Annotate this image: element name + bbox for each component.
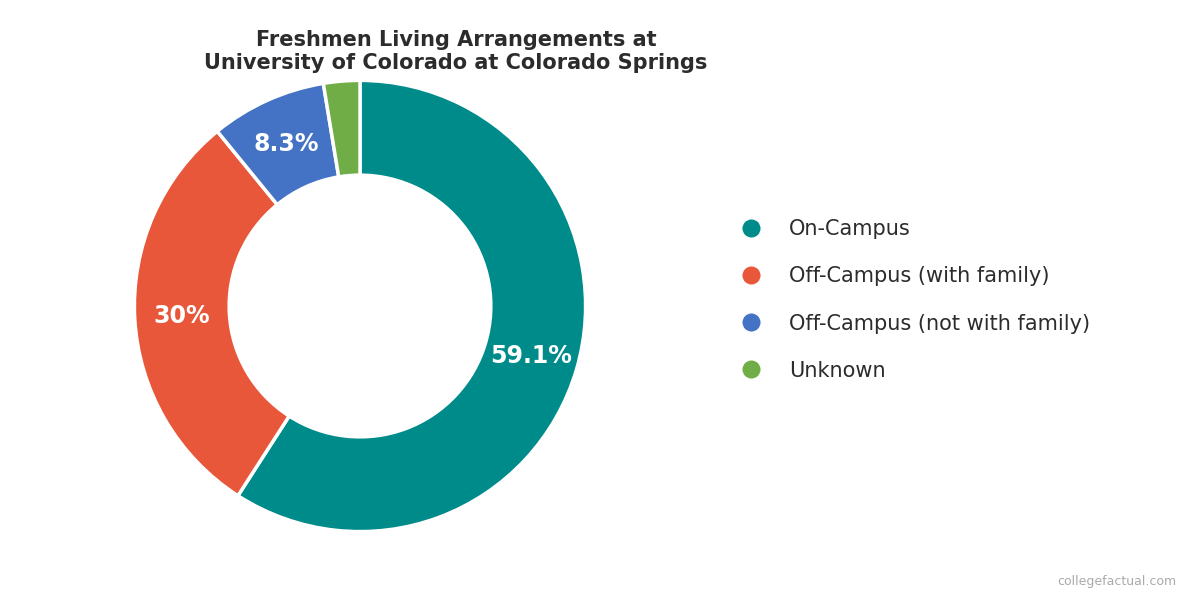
Wedge shape xyxy=(134,131,289,496)
Wedge shape xyxy=(217,83,338,205)
Text: collegefactual.com: collegefactual.com xyxy=(1057,575,1176,588)
Text: 30%: 30% xyxy=(154,304,210,328)
Legend: On-Campus, Off-Campus (with family), Off-Campus (not with family), Unknown: On-Campus, Off-Campus (with family), Off… xyxy=(731,220,1090,380)
Text: 59.1%: 59.1% xyxy=(490,344,572,368)
Text: 8.3%: 8.3% xyxy=(254,131,319,155)
Wedge shape xyxy=(323,80,360,177)
Wedge shape xyxy=(238,80,586,532)
Text: Freshmen Living Arrangements at
University of Colorado at Colorado Springs: Freshmen Living Arrangements at Universi… xyxy=(204,30,708,73)
